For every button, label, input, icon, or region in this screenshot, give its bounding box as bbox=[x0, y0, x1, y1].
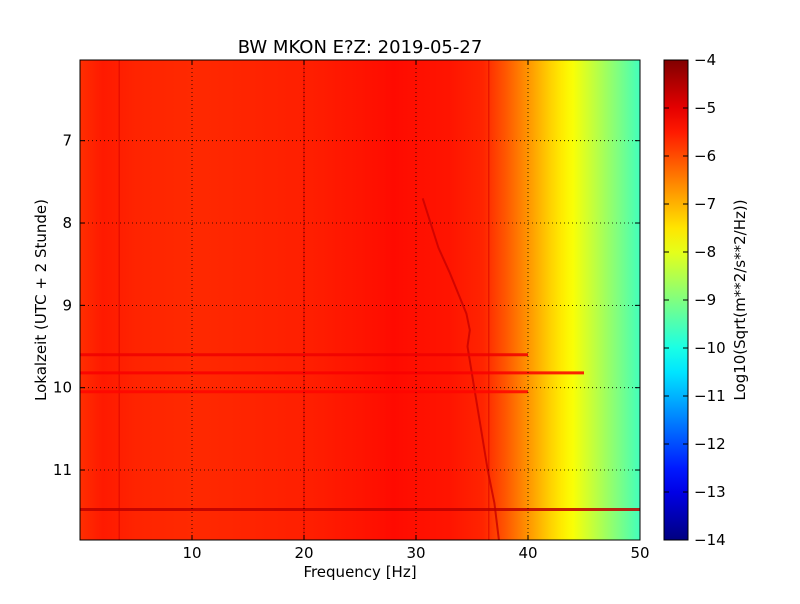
y-axis-label: Lokalzeit (UTC + 2 Stunde) bbox=[32, 199, 50, 401]
x-tick-label: 20 bbox=[294, 544, 313, 562]
colorbar-tick-label: −8 bbox=[694, 243, 716, 261]
x-axis-ticks: 10 20 30 40 50 bbox=[182, 60, 650, 562]
y-tick-label: 9 bbox=[62, 296, 72, 314]
y-tick-label: 11 bbox=[53, 461, 72, 479]
colorbar-tick-label: −6 bbox=[694, 147, 716, 165]
colorbar-ticks: −4 −5 −6 −7 −8 −9 −10 −11 −12 −13 −14 bbox=[664, 51, 726, 549]
colorbar-tick-label: −10 bbox=[694, 339, 726, 357]
y-tick-label: 10 bbox=[53, 379, 72, 397]
colorbar-tick-label: −14 bbox=[694, 531, 726, 549]
x-tick-label: 40 bbox=[518, 544, 537, 562]
x-axis-label: Frequency [Hz] bbox=[303, 563, 416, 581]
chart-title: BW MKON E?Z: 2019-05-27 bbox=[238, 37, 483, 58]
colorbar-tick-label: −13 bbox=[694, 483, 726, 501]
y-tick-label: 8 bbox=[62, 214, 72, 232]
colorbar-tick-label: −4 bbox=[694, 51, 716, 69]
colorbar-tick-label: −5 bbox=[694, 99, 716, 117]
colorbar-tick-label: −12 bbox=[694, 435, 726, 453]
colorbar-tick-label: −7 bbox=[694, 195, 716, 213]
x-tick-label: 30 bbox=[406, 544, 425, 562]
colorbar-tick-label: −9 bbox=[694, 291, 716, 309]
colorbar-tick-label: −11 bbox=[694, 387, 726, 405]
x-tick-label: 10 bbox=[182, 544, 201, 562]
heatmap bbox=[80, 60, 640, 541]
plot-frame bbox=[79, 59, 641, 541]
feature-drift-line bbox=[421, 197, 500, 541]
heatmap-background bbox=[80, 60, 640, 540]
y-axis-ticks: 7 8 9 10 11 bbox=[53, 132, 640, 479]
y-tick-label: 7 bbox=[62, 132, 72, 150]
x-tick-label: 50 bbox=[630, 544, 649, 562]
colorbar-label: Log10(Sqrt(m**2/s**2/Hz)) bbox=[731, 199, 749, 400]
